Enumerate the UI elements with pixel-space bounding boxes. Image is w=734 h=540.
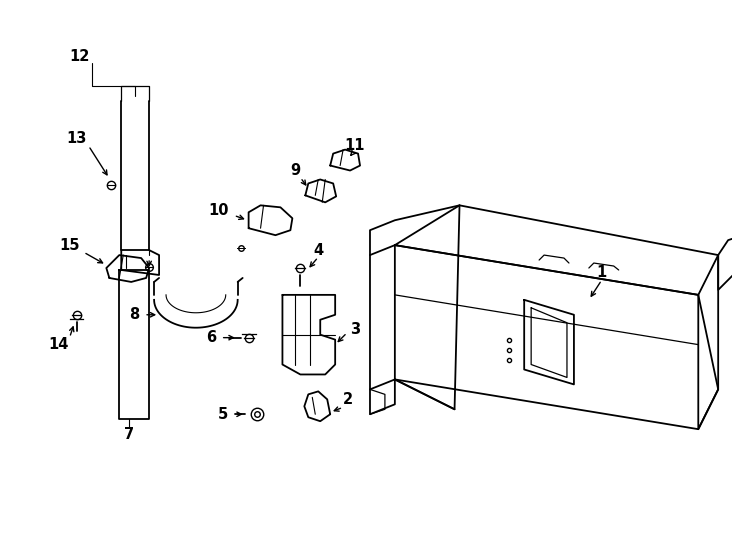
Text: 4: 4 — [313, 242, 323, 258]
Text: 14: 14 — [48, 337, 69, 352]
Text: 6: 6 — [206, 330, 216, 345]
Text: 1: 1 — [597, 266, 607, 280]
Text: 3: 3 — [350, 322, 360, 337]
Text: 8: 8 — [129, 307, 139, 322]
Text: 5: 5 — [217, 407, 228, 422]
Text: 11: 11 — [345, 138, 366, 153]
Text: 10: 10 — [208, 203, 229, 218]
Text: 13: 13 — [66, 131, 87, 146]
Text: 12: 12 — [69, 49, 90, 64]
Text: 7: 7 — [124, 427, 134, 442]
Text: 2: 2 — [343, 392, 353, 407]
Text: 9: 9 — [291, 163, 300, 178]
Text: 15: 15 — [59, 238, 80, 253]
